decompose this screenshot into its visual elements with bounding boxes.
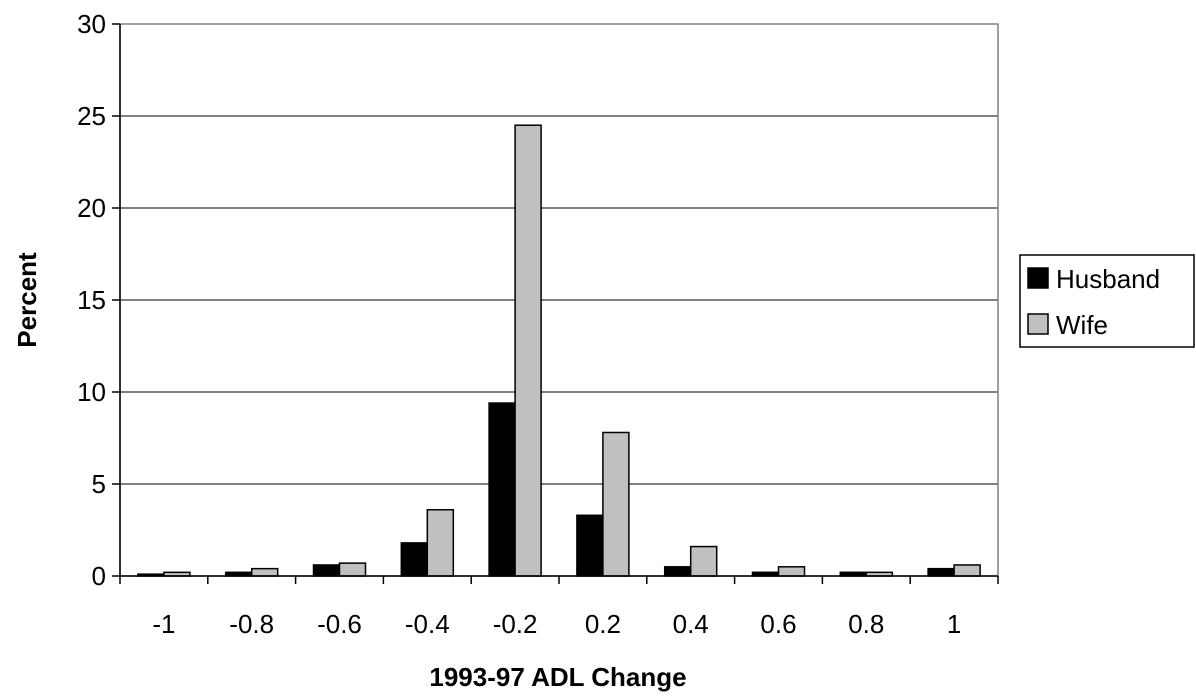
- legend-label-wife: Wife: [1056, 310, 1108, 340]
- x-axis-label: 1993-97 ADL Change: [429, 662, 686, 692]
- x-tick-label: 0.2: [585, 609, 621, 639]
- bars: [137, 124, 981, 577]
- x-tick-label: 0.4: [673, 609, 709, 639]
- x-tick-label: 0.8: [848, 609, 884, 639]
- bar-wife: [953, 564, 981, 577]
- legend: Husband Wife: [1019, 254, 1195, 348]
- legend-swatch-wife: [1027, 313, 1049, 335]
- y-tick-label: 30: [77, 9, 106, 39]
- y-tick-label: 25: [77, 101, 106, 131]
- x-tick-label: -1: [152, 609, 175, 639]
- bar-husband: [312, 564, 341, 577]
- y-tick-label: 5: [92, 469, 106, 499]
- bar-wife: [250, 567, 279, 577]
- gridlines: [120, 23, 998, 485]
- bar-husband: [400, 542, 429, 577]
- axes: [112, 23, 999, 584]
- bar-husband: [663, 566, 692, 577]
- x-tick-label: -0.4: [405, 609, 450, 639]
- bar-wife: [426, 509, 455, 577]
- y-tick-label: 10: [77, 377, 106, 407]
- bar-wife: [602, 431, 630, 577]
- x-tick-labels: -1 -0.8 -0.6 -0.4 -0.2 0.2 0.4 0.6 0.8 1: [152, 609, 961, 639]
- bar-wife: [338, 562, 367, 577]
- bar-husband: [576, 514, 604, 577]
- bar-wife: [689, 545, 718, 577]
- x-tick-label: 0.6: [760, 609, 796, 639]
- y-tick-labels: 0 5 10 15 20 25 30: [77, 9, 106, 591]
- bar-wife: [514, 124, 542, 577]
- x-tick-label: -0.2: [493, 609, 538, 639]
- y-tick-label: 15: [77, 285, 106, 315]
- y-tick-label: 20: [77, 193, 106, 223]
- bar-husband: [488, 402, 516, 577]
- legend-label-husband: Husband: [1056, 264, 1160, 294]
- y-tick-label: 0: [92, 561, 106, 591]
- x-tick-label: -0.6: [317, 609, 362, 639]
- legend-box: [1019, 254, 1195, 348]
- y-axis-label: Percent: [12, 252, 42, 348]
- bar-wife: [777, 566, 806, 577]
- bar-husband: [927, 567, 955, 577]
- legend-swatch-husband: [1027, 267, 1049, 289]
- x-tick-label: 1: [947, 609, 961, 639]
- x-tick-label: -0.8: [229, 609, 274, 639]
